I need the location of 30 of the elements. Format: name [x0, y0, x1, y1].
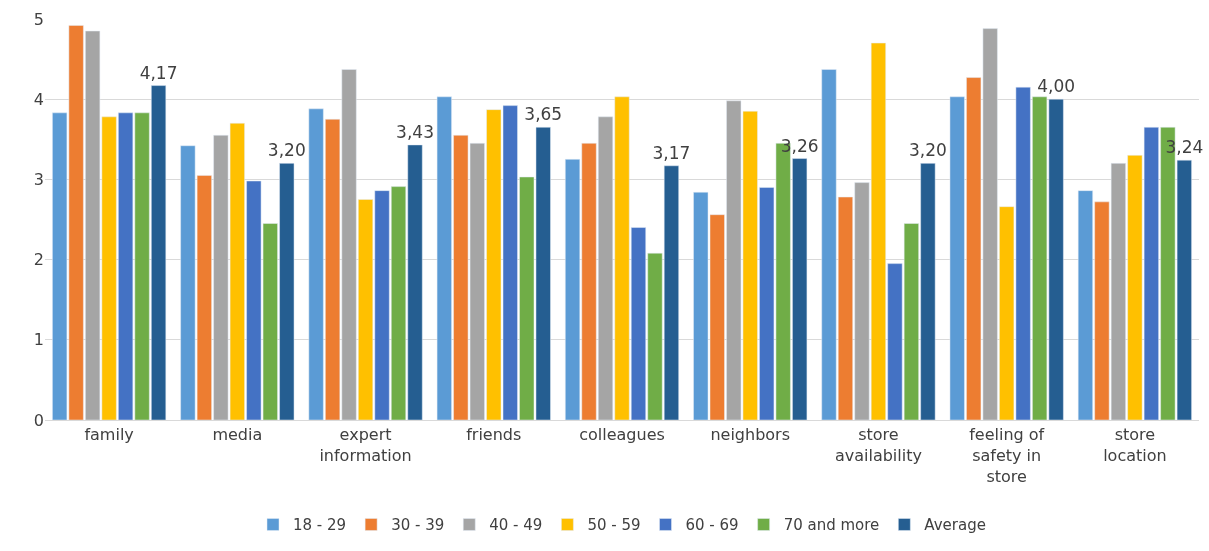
x-tick-label: family: [84, 425, 134, 445]
y-tick-label: 3: [33, 170, 44, 189]
y-tick-label: 2: [33, 250, 44, 270]
x-tick-label: neighbors: [710, 425, 791, 445]
data-label: 3,43: [396, 121, 434, 142]
x-tick-label: friends: [466, 425, 522, 445]
data-label: 3,20: [908, 140, 947, 161]
x-tick-label: media: [212, 425, 263, 445]
x-tick-label: expert information: [319, 425, 412, 465]
y-tick-label: 0: [33, 410, 44, 430]
data-label: 3,20: [267, 140, 306, 161]
data-label: 3,26: [780, 135, 819, 156]
legend-label: 30 - 39: [391, 516, 445, 535]
data-label: 3,17: [652, 142, 691, 163]
x-tick-label: feeling of safety in store: [969, 425, 1045, 486]
data-label: 4,00: [1037, 76, 1076, 97]
data-label: 3,65: [524, 104, 563, 125]
legend-label: 60 - 69: [685, 516, 739, 535]
y-tick-label: 1: [33, 330, 44, 350]
y-tick-label: 4: [33, 89, 44, 109]
legend-label: 18 - 29: [293, 516, 347, 535]
data-label: 4,17: [139, 62, 178, 83]
y-tick-label: 5: [33, 9, 44, 29]
legend-label: 50 - 59: [587, 516, 641, 535]
x-tick-label: store availability: [834, 425, 922, 465]
legend-label: 70 and more: [783, 516, 880, 535]
x-tick-label: colleagues: [579, 425, 665, 445]
legend-label: Average: [924, 516, 986, 535]
x-tick-label: store location: [1103, 425, 1167, 465]
legend-label: 40 - 49: [489, 516, 543, 535]
